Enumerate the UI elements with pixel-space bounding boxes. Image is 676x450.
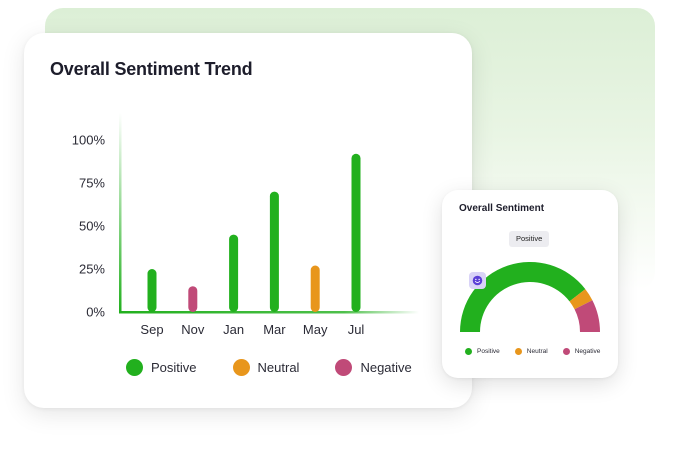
legend-dot-neutral	[232, 359, 250, 376]
x-tick-label: May	[303, 322, 328, 337]
y-tick-label: 100%	[72, 133, 106, 148]
x-axis-line	[119, 311, 419, 314]
legend-item-neutral: Neutral	[232, 359, 300, 376]
bar-jan	[229, 234, 239, 312]
gauge-legend-item-positive: Positive	[465, 348, 500, 355]
y-tick-label: 25%	[79, 262, 105, 277]
legend-item-negative: Negative	[335, 359, 412, 376]
gauge-legend-item-negative: Negative	[562, 348, 601, 355]
bar-nov	[188, 286, 198, 312]
gauge-legend-label-negative: Negative	[574, 348, 601, 355]
sentiment-trend-card: Overall Sentiment Trend 0% 25% 50% 75% 100% S…	[24, 33, 472, 408]
sentiment-gauge	[460, 262, 600, 332]
gauge-segment-neutral	[569, 289, 593, 310]
x-tick-label: Mar	[263, 322, 286, 337]
y-tick-label: 50%	[79, 219, 105, 234]
gauge-legend-dot-negative	[562, 348, 570, 355]
y-tick-label: 75%	[79, 176, 105, 191]
bar-may	[310, 265, 320, 312]
y-tick-label: 0%	[86, 305, 105, 320]
x-tick-label: Jan	[223, 322, 244, 337]
bar-mar	[269, 191, 279, 312]
legend-dot-negative	[335, 359, 353, 376]
sentiment-trend-chart: 0% 25% 50% 75% 100% Sep Nov Jan Mar May Jul	[72, 113, 419, 337]
bar-jul	[351, 153, 361, 312]
gauge-segment-positive	[460, 262, 586, 332]
gauge-legend-label-positive: Positive	[477, 348, 500, 355]
y-axis-line	[119, 113, 122, 313]
legend-label-negative: Negative	[360, 360, 412, 375]
legend-item-positive: Positive	[126, 359, 197, 376]
gauge-legend-item-neutral: Neutral	[514, 348, 548, 355]
sentiment-badge: Positive	[509, 231, 550, 247]
legend-label-positive: Positive	[151, 360, 197, 375]
card-title: Overall Sentiment Trend	[50, 59, 253, 79]
gauge-legend-label-neutral: Neutral	[526, 348, 548, 355]
overall-sentiment-card: Overall Sentiment Positive Positive Neut…	[442, 190, 618, 378]
legend-dot-positive	[126, 359, 143, 376]
chart-legend: Positive Neutral Negative	[126, 359, 448, 376]
x-tick-label: Sep	[140, 322, 163, 337]
smile-icon	[469, 272, 486, 289]
legend-label-neutral: Neutral	[257, 360, 300, 375]
gauge-legend-dot-neutral	[514, 348, 522, 355]
gauge-legend-dot-positive	[465, 348, 472, 355]
side-card-title: Overall Sentiment	[459, 203, 545, 214]
bar-sep	[147, 269, 157, 312]
gauge-legend: Positive Neutral Negative	[465, 348, 615, 355]
gauge-segment-negative	[574, 300, 600, 332]
x-tick-label: Nov	[181, 322, 205, 337]
x-tick-label: Jul	[348, 322, 365, 337]
